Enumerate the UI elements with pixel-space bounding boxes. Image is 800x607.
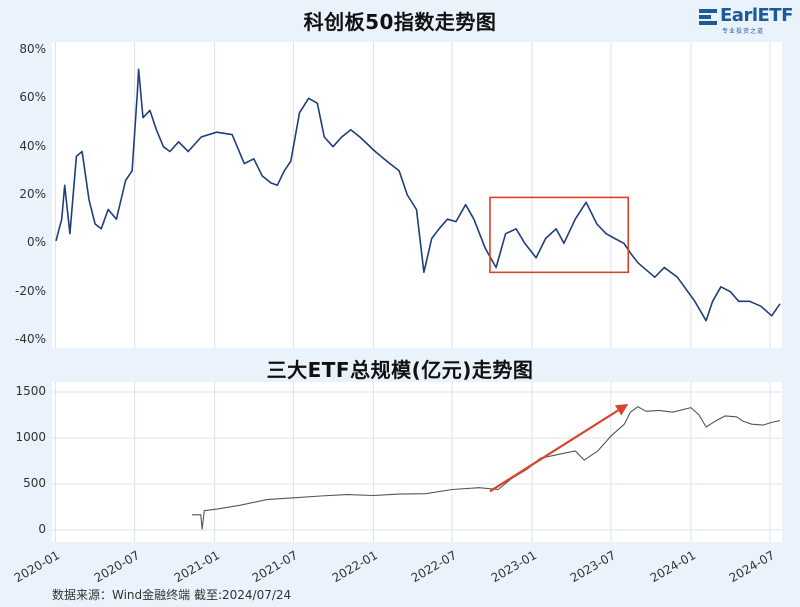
grid-lines (52, 382, 782, 542)
x-tick-label: 2023-07 (567, 548, 618, 586)
chart-title-etf: 三大ETF总规模(亿元)走势图 (266, 358, 534, 382)
x-tick-label: 2023-01 (488, 548, 540, 586)
x-tick-label: 2024-07 (726, 548, 777, 586)
x-tick-label: 2021-01 (171, 548, 222, 586)
earletf-logo: EarlETF 专业投资之道 (698, 4, 793, 35)
logo-mark-icon (699, 9, 717, 25)
index-plot-area (52, 42, 782, 348)
x-tick-label: 2020-01 (12, 548, 63, 586)
x-tick-label: 2022-07 (408, 548, 460, 586)
series-line-etf-size (192, 406, 781, 530)
y-tick-label-etf: 1500 (15, 384, 46, 398)
logo-text: EarlETF (720, 5, 793, 26)
x-tick-label: 2024-01 (647, 548, 698, 586)
grid-lines (55, 42, 771, 348)
y-tick-label-index: 60% (19, 90, 46, 105)
source-note: 数据来源：Wind金融终端 截至:2024/07/24 (52, 588, 292, 602)
y-tick-label-index: 40% (19, 138, 46, 153)
y-tick-label-index: 0% (26, 235, 46, 250)
etf-plot-area (52, 382, 782, 542)
y-tick-label-etf: 1000 (15, 430, 46, 444)
trend-arrow (489, 409, 619, 493)
x-tick-label: 2020-07 (91, 548, 142, 586)
x-tick-label: 2021-07 (249, 548, 301, 586)
highlight-box (489, 196, 630, 274)
y-tick-label-etf: 500 (23, 476, 46, 490)
y-tick-label-index: -40% (14, 332, 46, 346)
y-tick-label-index: -20% (14, 283, 46, 298)
trend-arrow-head (614, 403, 629, 416)
y-tick-label-index: 80% (19, 42, 46, 56)
series-line-kc50 (55, 68, 781, 322)
y-tick-label-etf: 0 (38, 522, 46, 536)
chart-title-index: 科创板50指数走势图 (303, 10, 497, 34)
etf-chart-svg (52, 382, 782, 542)
index-chart-svg (55, 42, 781, 348)
logo-subtitle: 专业投资之道 (722, 28, 765, 35)
y-tick-label-index: 20% (19, 187, 46, 201)
x-tick-label: 2022-01 (330, 548, 381, 586)
